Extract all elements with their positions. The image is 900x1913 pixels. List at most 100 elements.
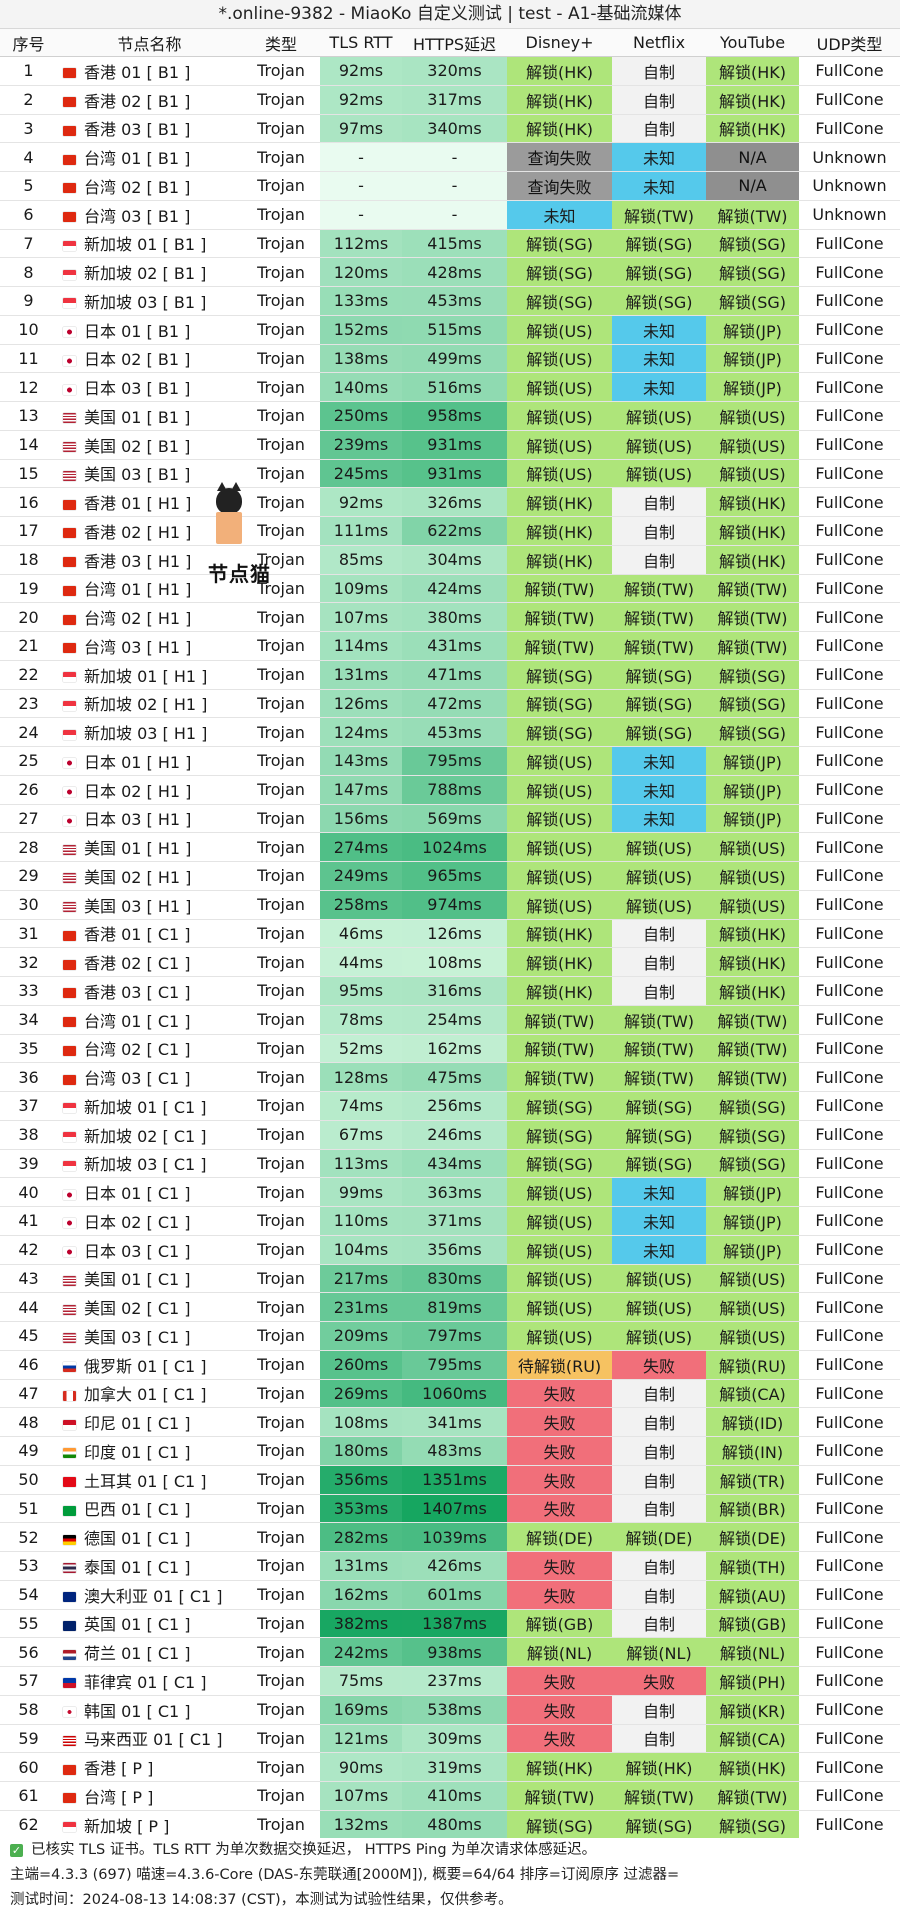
table-row[interactable]: 58 韩国 01 [ C1 ] Trojan 169ms 538ms 失败 自制 解锁(KR)… bbox=[0, 1695, 900, 1725]
table-row[interactable]: 3 香港 03 [ B1 ] Trojan 97ms 340ms 解锁(HK) 自制 解锁(H… bbox=[0, 114, 900, 144]
table-row[interactable]: 24 新加坡 03 [ H1 ] Trojan 124ms 453ms 解锁(SG) 解锁(… bbox=[0, 717, 900, 747]
table-row[interactable]: 40 日本 01 [ C1 ] Trojan 99ms 363ms 解锁(US) 未知 解锁(… bbox=[0, 1177, 900, 1207]
cell-tls-rtt: 114ms bbox=[320, 631, 402, 661]
cell-node-name: 马来西亚 01 [ C1 ] bbox=[57, 1724, 242, 1754]
table-row[interactable]: 17 香港 02 [ H1 ] Trojan 111ms 622ms 解锁(HK) 自制 解锁… bbox=[0, 516, 900, 546]
table-row[interactable]: 29 美国 02 [ H1 ] Trojan 249ms 965ms 解锁(US) 解锁(U… bbox=[0, 861, 900, 891]
flag-us-icon bbox=[63, 1333, 76, 1344]
table-row[interactable]: 39 新加坡 03 [ C1 ] Trojan 113ms 434ms 解锁(SG) 解锁(… bbox=[0, 1149, 900, 1179]
table-row[interactable]: 47 加拿大 01 [ C1 ] Trojan 269ms 1060ms 失败 自制 解锁(C… bbox=[0, 1379, 900, 1409]
table-row[interactable]: 42 日本 03 [ C1 ] Trojan 104ms 356ms 解锁(US) 未知 解锁… bbox=[0, 1235, 900, 1265]
flag-tr-icon bbox=[63, 1477, 76, 1488]
table-row[interactable]: 19 台湾 01 [ H1 ] Trojan 109ms 424ms 解锁(TW) 解锁(T… bbox=[0, 574, 900, 604]
cell-tls-rtt: 209ms bbox=[320, 1321, 402, 1351]
table-row[interactable]: 41 日本 02 [ C1 ] Trojan 110ms 371ms 解锁(US) 未知 解锁… bbox=[0, 1206, 900, 1236]
table-row[interactable]: 10 日本 01 [ B1 ] Trojan 152ms 515ms 解锁(US) 未知 解锁… bbox=[0, 315, 900, 345]
col-header-node-name[interactable]: 节点名称 bbox=[57, 29, 242, 57]
cell-tls-rtt: 107ms bbox=[320, 602, 402, 632]
node-name-label: 香港 02 [ C1 ] bbox=[84, 954, 191, 974]
cell-udp-type: Unknown bbox=[799, 142, 900, 172]
table-row[interactable]: 28 美国 01 [ H1 ] Trojan 274ms 1024ms 解锁(US) 解锁(… bbox=[0, 832, 900, 862]
cell-netflix: 解锁(TW) bbox=[612, 602, 706, 632]
flag-tw-icon bbox=[63, 212, 76, 223]
table-row[interactable]: 43 美国 01 [ C1 ] Trojan 217ms 830ms 解锁(US) 解锁(U… bbox=[0, 1264, 900, 1294]
table-row[interactable]: 8 新加坡 02 [ B1 ] Trojan 120ms 428ms 解锁(SG) 解锁(S… bbox=[0, 257, 900, 287]
cell-youtube: N/A bbox=[706, 142, 799, 172]
table-row[interactable]: 49 印度 01 [ C1 ] Trojan 180ms 483ms 失败 自制 解锁(IN)… bbox=[0, 1436, 900, 1466]
col-header-udp-type[interactable]: UDP类型 bbox=[799, 29, 900, 57]
cell-disney: 查询失败 bbox=[507, 142, 612, 172]
table-row[interactable]: 26 日本 02 [ H1 ] Trojan 147ms 788ms 解锁(US) 未知 解锁… bbox=[0, 775, 900, 805]
flag-sg-icon bbox=[63, 269, 76, 280]
table-row[interactable]: 33 香港 03 [ C1 ] Trojan 95ms 316ms 解锁(HK) 自制 解锁(… bbox=[0, 976, 900, 1006]
node-name-label: 日本 01 [ C1 ] bbox=[84, 1184, 191, 1204]
table-row[interactable]: 56 荷兰 01 [ C1 ] Trojan 242ms 938ms 解锁(NL) 解锁(N… bbox=[0, 1637, 900, 1667]
table-row[interactable]: 27 日本 03 [ H1 ] Trojan 156ms 569ms 解锁(US) 未知 解锁… bbox=[0, 804, 900, 834]
col-header-https-delay[interactable]: HTTPS延迟 bbox=[402, 29, 507, 57]
table-row[interactable]: 21 台湾 03 [ H1 ] Trojan 114ms 431ms 解锁(TW) 解锁(T… bbox=[0, 631, 900, 661]
col-header-index[interactable]: 序号 bbox=[0, 29, 57, 57]
cell-node-name: 俄罗斯 01 [ C1 ] bbox=[57, 1350, 242, 1380]
cell-index: 40 bbox=[0, 1177, 57, 1207]
table-row[interactable]: 52 德国 01 [ C1 ] Trojan 282ms 1039ms 解锁(DE) 解锁(… bbox=[0, 1522, 900, 1552]
table-row[interactable]: 16 香港 01 [ H1 ] Trojan 92ms 326ms 解锁(HK) 自制 解锁(… bbox=[0, 487, 900, 517]
table-row[interactable]: 32 香港 02 [ C1 ] Trojan 44ms 108ms 解锁(HK) 自制 解锁(… bbox=[0, 947, 900, 977]
flag-sg-icon bbox=[63, 1103, 76, 1114]
table-row[interactable]: 62 新加坡 [ P ] Trojan 132ms 480ms 解锁(SG) 解锁(SG) 解… bbox=[0, 1810, 900, 1840]
cell-udp-type: FullCone bbox=[799, 1379, 900, 1409]
table-row[interactable]: 44 美国 02 [ C1 ] Trojan 231ms 819ms 解锁(US) 解锁(U… bbox=[0, 1292, 900, 1322]
table-row[interactable]: 45 美国 03 [ C1 ] Trojan 209ms 797ms 解锁(US) 解锁(U… bbox=[0, 1321, 900, 1351]
table-row[interactable]: 4 台湾 01 [ B1 ] Trojan - - 查询失败 未知 N/A Unknown bbox=[0, 142, 900, 172]
table-row[interactable]: 7 新加坡 01 [ B1 ] Trojan 112ms 415ms 解锁(SG) 解锁(S… bbox=[0, 229, 900, 259]
table-row[interactable]: 9 新加坡 03 [ B1 ] Trojan 133ms 453ms 解锁(SG) 解锁(S… bbox=[0, 286, 900, 316]
table-row[interactable]: 50 土耳其 01 [ C1 ] Trojan 356ms 1351ms 失败 自制 解锁(T… bbox=[0, 1465, 900, 1495]
table-row[interactable]: 11 日本 02 [ B1 ] Trojan 138ms 499ms 解锁(US) 未知 解锁… bbox=[0, 344, 900, 374]
cell-tls-rtt: 75ms bbox=[320, 1666, 402, 1696]
node-name-label: 香港 02 [ H1 ] bbox=[84, 522, 192, 542]
table-row[interactable]: 12 日本 03 [ B1 ] Trojan 140ms 516ms 解锁(US) 未知 解锁… bbox=[0, 372, 900, 402]
table-row[interactable]: 60 香港 [ P ] Trojan 90ms 319ms 解锁(HK) 解锁(HK) 解锁(… bbox=[0, 1752, 900, 1782]
table-row[interactable]: 59 马来西亚 01 [ C1 ] Trojan 121ms 309ms 失败 自制 解锁(C… bbox=[0, 1724, 900, 1754]
table-row[interactable]: 48 印尼 01 [ C1 ] Trojan 108ms 341ms 失败 自制 解锁(ID)… bbox=[0, 1407, 900, 1437]
table-row[interactable]: 5 台湾 02 [ B1 ] Trojan - - 查询失败 未知 N/A Unknown bbox=[0, 171, 900, 201]
table-row[interactable]: 31 香港 01 [ C1 ] Trojan 46ms 126ms 解锁(HK) 自制 解锁(… bbox=[0, 919, 900, 949]
col-header-type[interactable]: 类型 bbox=[242, 29, 320, 57]
col-header-youtube[interactable]: YouTube bbox=[706, 29, 799, 57]
col-header-netflix[interactable]: Netflix bbox=[612, 29, 706, 57]
table-row[interactable]: 55 英国 01 [ C1 ] Trojan 382ms 1387ms 解锁(GB) 自制解… bbox=[0, 1609, 900, 1639]
table-row[interactable]: 22 新加坡 01 [ H1 ] Trojan 131ms 471ms 解锁(SG) 解锁(… bbox=[0, 660, 900, 690]
cell-index: 18 bbox=[0, 545, 57, 575]
node-name-label: 新加坡 01 [ B1 ] bbox=[84, 235, 207, 255]
table-row[interactable]: 61 台湾 [ P ] Trojan 107ms 410ms 解锁(TW) 解锁(TW) 解锁… bbox=[0, 1781, 900, 1811]
table-row[interactable]: 46 俄罗斯 01 [ C1 ] Trojan 260ms 795ms 待解锁(RU) 失败… bbox=[0, 1350, 900, 1380]
table-row[interactable]: 6 台湾 03 [ B1 ] Trojan - - 未知 解锁(TW) 解锁(TW) Unkno… bbox=[0, 200, 900, 230]
table-row[interactable]: 2 香港 02 [ B1 ] Trojan 92ms 317ms 解锁(HK) 自制 解锁(H… bbox=[0, 85, 900, 115]
table-row[interactable]: 53 泰国 01 [ C1 ] Trojan 131ms 426ms 失败 自制 解锁(TH)… bbox=[0, 1551, 900, 1581]
table-row[interactable]: 15 美国 03 [ B1 ] Trojan 245ms 931ms 解锁(US) 解锁(U… bbox=[0, 459, 900, 489]
cell-udp-type: FullCone bbox=[799, 1724, 900, 1754]
table-row[interactable]: 14 美国 02 [ B1 ] Trojan 239ms 931ms 解锁(US) 解锁(U… bbox=[0, 430, 900, 460]
cell-netflix: 自制 bbox=[612, 56, 706, 86]
cell-netflix: 未知 bbox=[612, 1235, 706, 1265]
table-row[interactable]: 34 台湾 01 [ C1 ] Trojan 78ms 254ms 解锁(TW) 解锁(TW… bbox=[0, 1005, 900, 1035]
cell-tls-rtt: 132ms bbox=[320, 1810, 402, 1840]
table-row[interactable]: 13 美国 01 [ B1 ] Trojan 250ms 958ms 解锁(US) 解锁(U… bbox=[0, 401, 900, 431]
cell-youtube: 解锁(SG) bbox=[706, 229, 799, 259]
cell-index: 56 bbox=[0, 1637, 57, 1667]
table-row[interactable]: 51 巴西 01 [ C1 ] Trojan 353ms 1407ms 失败 自制 解锁(BR… bbox=[0, 1494, 900, 1524]
table-row[interactable]: 38 新加坡 02 [ C1 ] Trojan 67ms 246ms 解锁(SG) 解锁(S… bbox=[0, 1120, 900, 1150]
table-row[interactable]: 54 澳大利亚 01 [ C1 ] Trojan 162ms 601ms 失败 自制 解锁(A… bbox=[0, 1580, 900, 1610]
table-row[interactable]: 25 日本 01 [ H1 ] Trojan 143ms 795ms 解锁(US) 未知 解锁… bbox=[0, 746, 900, 776]
table-row[interactable]: 30 美国 03 [ H1 ] Trojan 258ms 974ms 解锁(US) 解锁(U… bbox=[0, 890, 900, 920]
col-header-tls-rtt[interactable]: TLS RTT bbox=[320, 29, 402, 57]
table-row[interactable]: 57 菲律宾 01 [ C1 ] Trojan 75ms 237ms 失败 失败 解锁(PH)… bbox=[0, 1666, 900, 1696]
table-row[interactable]: 23 新加坡 02 [ H1 ] Trojan 126ms 472ms 解锁(SG) 解锁(… bbox=[0, 689, 900, 719]
table-row[interactable]: 20 台湾 02 [ H1 ] Trojan 107ms 380ms 解锁(TW) 解锁(T… bbox=[0, 602, 900, 632]
table-row[interactable]: 1 香港 01 [ B1 ] Trojan 92ms 320ms 解锁(HK) 自制 解锁(H… bbox=[0, 56, 900, 86]
table-row[interactable]: 35 台湾 02 [ C1 ] Trojan 52ms 162ms 解锁(TW) 解锁(TW… bbox=[0, 1034, 900, 1064]
cell-udp-type: FullCone bbox=[799, 1494, 900, 1524]
col-header-disney[interactable]: Disney+ bbox=[507, 29, 612, 57]
table-row[interactable]: 37 新加坡 01 [ C1 ] Trojan 74ms 256ms 解锁(SG) 解锁(S… bbox=[0, 1091, 900, 1121]
table-row[interactable]: 36 台湾 03 [ C1 ] Trojan 128ms 475ms 解锁(TW) 解锁(T… bbox=[0, 1062, 900, 1092]
table-row[interactable]: 18 香港 03 [ H1 ] Trojan 85ms 304ms 解锁(HK) 自制 解锁(… bbox=[0, 545, 900, 575]
